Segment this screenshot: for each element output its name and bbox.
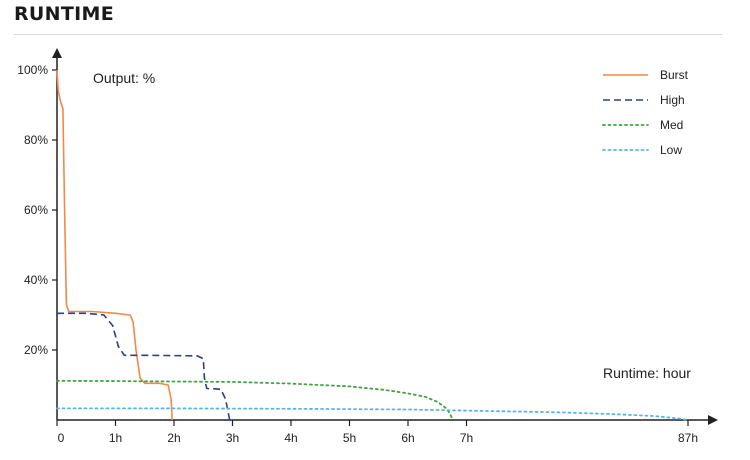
legend-label-low: Low [660,143,682,157]
x-tick-label: 2h [167,431,180,445]
legend-label-high: High [660,93,685,107]
y-axis-annotation: Output: % [93,70,155,86]
x-tick-label: 4h [284,431,297,445]
x-tick-label: 7h [460,431,473,445]
page-title: RUNTIME [14,3,114,25]
x-tick-label: 1h [109,431,122,445]
y-tick-label: 60% [24,203,48,217]
series-line-med [56,379,454,421]
x-tick-label: 3h [226,431,239,445]
y-tick-label: 80% [24,133,48,147]
legend-label-burst: Burst [660,68,689,82]
y-axis-arrow [52,48,62,58]
y-tick-label: 20% [24,343,48,357]
y-tick-label: 40% [24,273,48,287]
x-axis-arrow [708,415,718,425]
x-axis-annotation: Runtime: hour [603,365,691,381]
y-tick-label: 100% [17,63,48,77]
x-tick-label: 5h [343,431,356,445]
x-tick-label: 6h [401,431,414,445]
legend-label-med: Med [660,118,683,132]
series-line-burst [56,69,173,421]
series-line-high [57,312,231,421]
series-line-low [56,407,689,421]
x-tick-label: 87h [678,431,698,445]
title-divider [14,34,722,35]
x-tick-label: 0 [58,431,65,445]
